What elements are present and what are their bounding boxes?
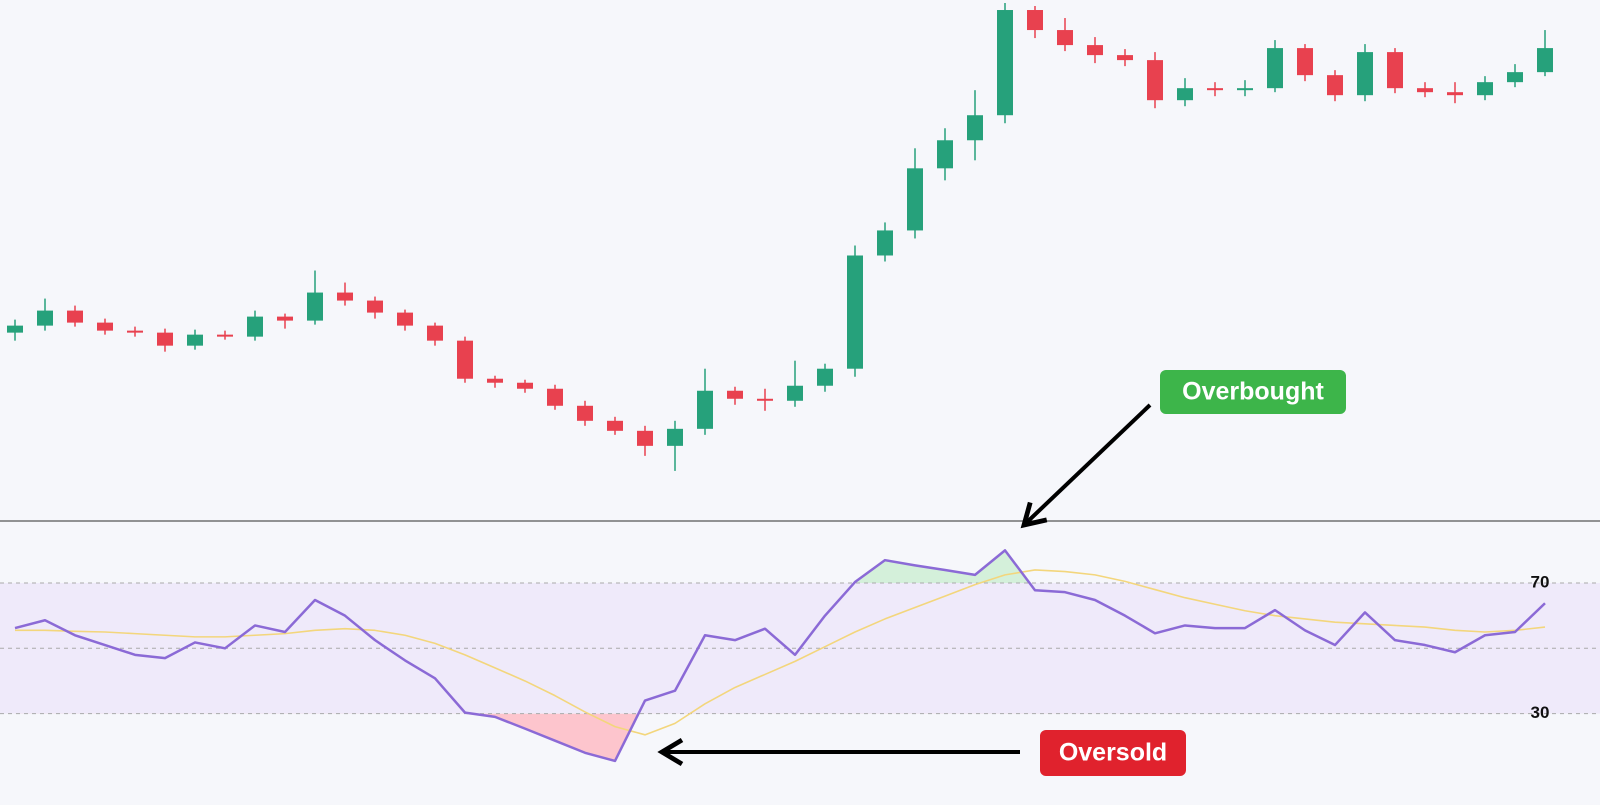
candle-body: [727, 390, 743, 399]
candle-body: [307, 292, 323, 321]
candle-body: [817, 368, 833, 386]
candle-body: [547, 388, 563, 406]
annotation-box: [1160, 370, 1346, 414]
candle-body: [877, 230, 893, 256]
candle-body: [607, 420, 623, 431]
rsi-line: [14, 549, 1546, 763]
candle-body: [1327, 75, 1343, 96]
candle-body: [97, 322, 113, 331]
candle-body: [1057, 30, 1073, 46]
candle-body: [1117, 55, 1133, 61]
signal-line: [15, 569, 1546, 736]
candle-body: [907, 168, 923, 231]
candle-body: [1207, 88, 1223, 91]
candle-body: [1477, 82, 1493, 96]
candle-body: [787, 385, 803, 401]
candle-body: [1147, 60, 1163, 101]
candle-body: [487, 378, 503, 383]
candle-body: [1417, 88, 1433, 93]
y-tick-label: 70: [1531, 573, 1550, 592]
candle-body: [277, 316, 293, 321]
annotation-box: [1040, 730, 1186, 776]
candle-body: [1507, 72, 1523, 83]
candle-body: [1297, 48, 1313, 76]
candle-body: [127, 330, 143, 333]
candle-body: [157, 332, 173, 346]
annotation-arrow: [1020, 403, 1152, 529]
candle-body: [997, 10, 1013, 116]
candle-body: [1087, 45, 1103, 56]
candle-body: [367, 300, 383, 313]
candle-body: [397, 312, 413, 326]
candle-body: [847, 255, 863, 369]
candle-body: [517, 382, 533, 389]
y-tick-label: 30: [1531, 703, 1550, 722]
overbought-fill: [854, 550, 1030, 584]
candle-body: [187, 334, 203, 346]
candle-body: [1267, 48, 1283, 89]
candle-body: [1357, 52, 1373, 96]
candle-body: [337, 292, 353, 301]
candle-body: [247, 316, 263, 337]
candle-body: [1177, 88, 1193, 101]
candle-body: [967, 115, 983, 141]
candle-body: [217, 334, 233, 337]
annotation-text: Oversold: [1059, 739, 1167, 767]
candle-body: [67, 310, 83, 323]
candle-body: [577, 405, 593, 421]
candle-body: [1447, 92, 1463, 96]
candle-body: [937, 140, 953, 169]
annotation-text: Overbought: [1182, 378, 1324, 406]
candle-body: [37, 310, 53, 326]
candle-body: [637, 430, 653, 446]
candle-body: [7, 325, 23, 333]
candle-body: [427, 325, 443, 341]
candle-body: [1387, 52, 1403, 89]
candle-body: [1537, 48, 1553, 73]
candle-body: [757, 398, 773, 401]
candle-body: [457, 340, 473, 379]
candle-body: [1237, 88, 1253, 91]
candle-body: [1027, 10, 1043, 31]
candle-body: [667, 428, 683, 446]
candle-body: [697, 390, 713, 429]
